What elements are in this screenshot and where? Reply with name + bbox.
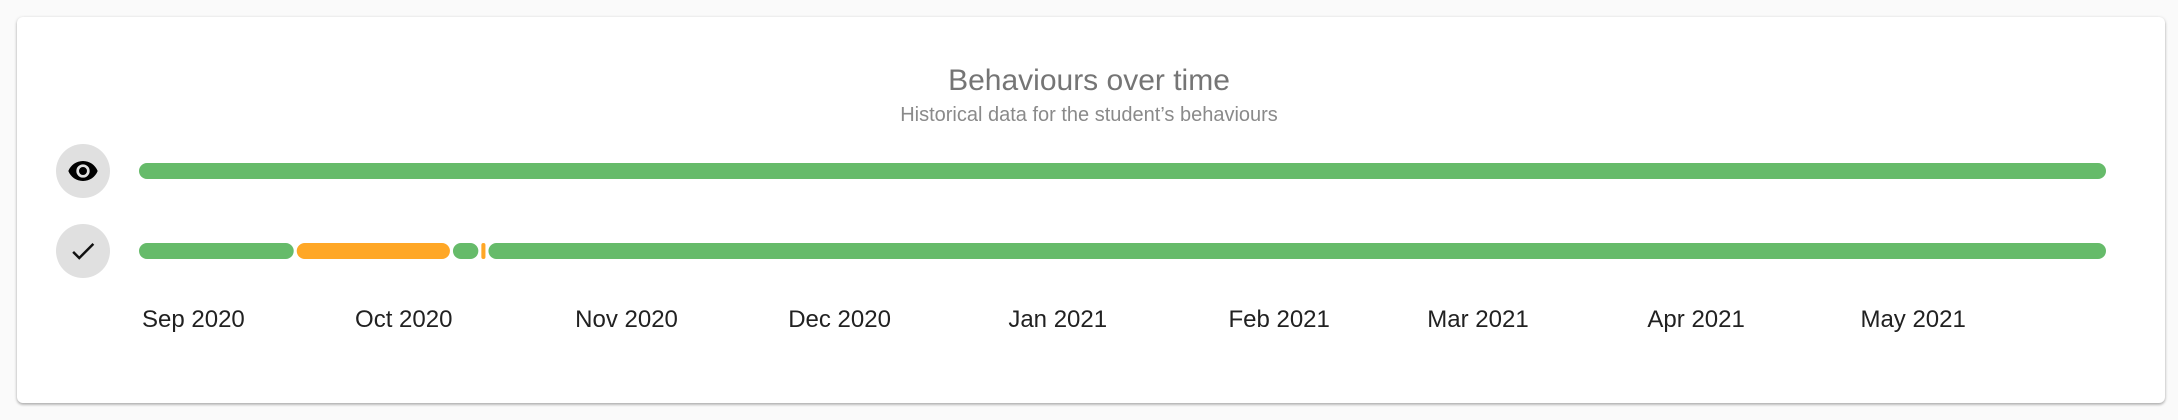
eye-icon <box>56 144 110 198</box>
x-tick-label: Sep 2020 <box>142 306 245 333</box>
chart-subtitle: Historical data for the student’s behavi… <box>900 104 1278 126</box>
chart-title: Behaviours over time <box>948 64 1230 97</box>
behaviours-card <box>17 17 2165 403</box>
segment-good[interactable] <box>488 243 2106 259</box>
segment-good[interactable] <box>139 163 2106 179</box>
segment-warning[interactable] <box>481 243 486 259</box>
x-tick-label: Oct 2020 <box>355 306 453 333</box>
x-tick-label: Jan 2021 <box>1008 306 1108 333</box>
check-icon <box>56 224 110 278</box>
x-tick-label: May 2021 <box>1860 306 1966 333</box>
x-tick-label: Feb 2021 <box>1228 306 1330 333</box>
x-tick-label: Apr 2021 <box>1647 306 1745 333</box>
x-tick-label: Nov 2020 <box>575 306 678 333</box>
x-tick-label: Mar 2021 <box>1427 306 1529 333</box>
segment-good[interactable] <box>139 243 294 259</box>
segment-warning[interactable] <box>296 243 450 259</box>
segment-good[interactable] <box>452 243 479 259</box>
x-tick-label: Dec 2020 <box>788 306 891 333</box>
